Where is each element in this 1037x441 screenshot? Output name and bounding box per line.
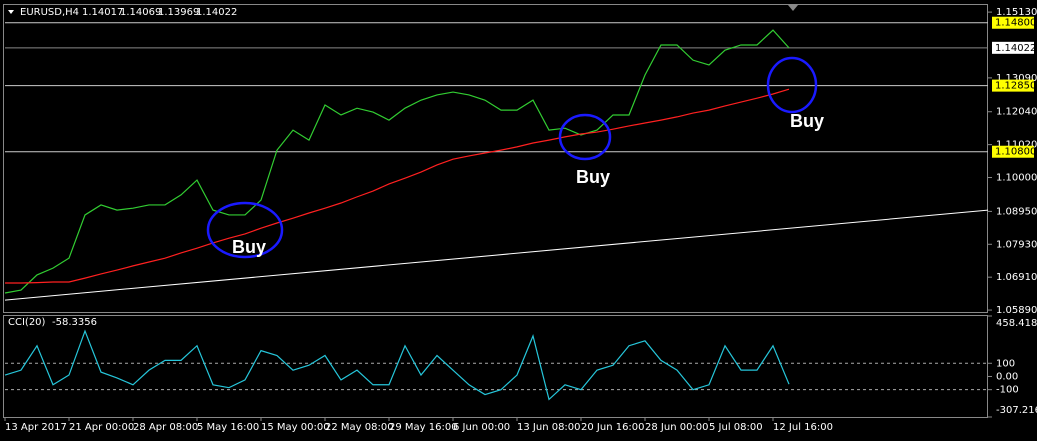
indicator-tick-label: -307.2167 xyxy=(996,405,1037,416)
indicator-tick-label: 100 xyxy=(996,358,1015,369)
y-tick-label: 1.10000 xyxy=(996,173,1037,184)
price-line xyxy=(4,29,790,294)
buy-circle xyxy=(766,56,818,114)
ohlc-value: 1.14069 xyxy=(120,7,161,18)
level-label: 1.12850 xyxy=(995,81,1036,92)
indicator-panel xyxy=(3,315,988,418)
level-label: 1.10800 xyxy=(995,147,1036,158)
level-label-bg xyxy=(992,41,1034,54)
y-tick-label: 1.08950 xyxy=(996,206,1037,217)
indicator-name: CCI(20) xyxy=(8,317,46,328)
shift-marker xyxy=(788,5,798,11)
x-tick-label: 13 Apr 2017 xyxy=(5,422,67,433)
annotation: Buy xyxy=(576,167,610,187)
x-tick-label: 28 Jun 00:00 xyxy=(645,422,709,433)
x-tick-label: 5 May 16:00 xyxy=(197,422,259,433)
level-label: 1.14022 xyxy=(995,43,1036,54)
x-tick-label: 6 Jun 00:00 xyxy=(453,422,510,433)
x-tick-label: 12 Jul 16:00 xyxy=(773,422,833,433)
x-tick-label: 21 Apr 00:00 xyxy=(69,422,134,433)
buy-circle xyxy=(206,201,284,259)
indicator-tick-label: 458.4186 xyxy=(996,318,1037,329)
ohlc-value: 1.13969 xyxy=(158,7,199,18)
annotation: Buy xyxy=(790,111,824,131)
buy-circle xyxy=(558,113,612,161)
y-tick-label: 1.06910 xyxy=(996,272,1037,283)
y-tick-label: 1.12040 xyxy=(996,107,1037,118)
level-label: 1.14800 xyxy=(995,18,1036,29)
level-label-bg xyxy=(992,79,1034,92)
price-panel xyxy=(3,4,988,313)
symbol: EURUSD,H4 xyxy=(20,7,79,18)
x-tick-label: 22 May 08:00 xyxy=(325,422,394,433)
y-tick-label: 1.13090 xyxy=(996,73,1037,84)
indicator-tick-label: -100 xyxy=(996,385,1019,396)
x-tick-label: 20 Jun 16:00 xyxy=(581,422,645,433)
ohlc-value: 1.14017 xyxy=(82,7,123,18)
x-tick-label: 29 May 16:00 xyxy=(389,422,458,433)
y-tick-label: 1.05890 xyxy=(996,305,1037,316)
level-label-bg xyxy=(992,145,1034,158)
trendline xyxy=(4,209,989,301)
y-tick-label: 1.07930 xyxy=(996,239,1037,250)
y-tick-label: 1.11020 xyxy=(996,140,1037,151)
indicator-value: -58.3356 xyxy=(52,317,97,328)
ohlc-value: 1.14022 xyxy=(196,7,237,18)
level-label-bg xyxy=(992,16,1034,29)
menu-arrow xyxy=(8,10,14,14)
x-tick-label: 13 Jun 08:00 xyxy=(517,422,581,433)
price-line xyxy=(5,88,790,284)
x-tick-label: 15 May 00:00 xyxy=(261,422,330,433)
y-tick-label: 1.15130 xyxy=(996,7,1037,18)
annotation: Buy xyxy=(232,237,266,257)
x-tick-label: 28 Apr 08:00 xyxy=(133,422,198,433)
indicator-tick-label: 0.00 xyxy=(996,371,1018,382)
indicator-line xyxy=(4,329,790,401)
x-tick-label: 5 Jul 08:00 xyxy=(709,422,763,433)
